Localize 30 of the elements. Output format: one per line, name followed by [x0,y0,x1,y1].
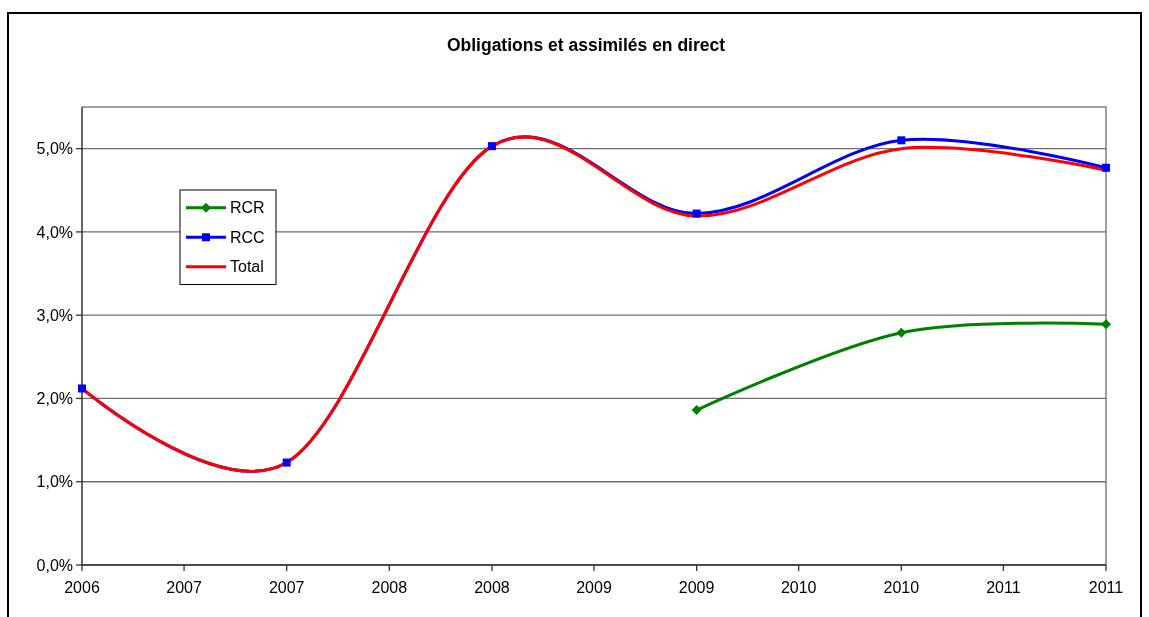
y-tick-label: 1,0% [36,473,73,491]
x-tick-label: 2008 [474,579,510,596]
legend-label: Total [230,258,264,276]
point [1101,319,1111,330]
x-tick-label: 2009 [576,579,612,596]
y-tick-label: 0,0% [36,556,73,574]
point [487,142,496,151]
point [1102,163,1110,172]
x-tick-label: 2009 [678,579,715,596]
point [897,136,906,145]
point [896,327,907,338]
legend-label: RCR [230,199,265,217]
point [282,458,291,467]
x-tick-label: 2011 [1088,579,1124,596]
x-tick-label: 2006 [64,579,100,596]
point [78,384,86,393]
chart-title: Obligations et assimilés en direct [446,35,726,55]
x-tick-label: 2011 [986,579,1021,596]
point [691,405,702,416]
x-tick-label: 2008 [371,579,408,596]
x-tick-label: 2010 [780,579,817,596]
x-tick-label: 2007 [268,579,305,596]
x-tick-label: 2007 [166,579,202,596]
y-tick-label: 3,0% [36,306,73,324]
x-tick-label: 2010 [883,579,920,596]
point [692,209,701,218]
y-tick-label: 4,0% [36,223,73,241]
legend-label: RCC [230,228,265,246]
y-tick-label: 2,0% [36,390,73,408]
y-tick-label: 5,0% [36,140,73,158]
